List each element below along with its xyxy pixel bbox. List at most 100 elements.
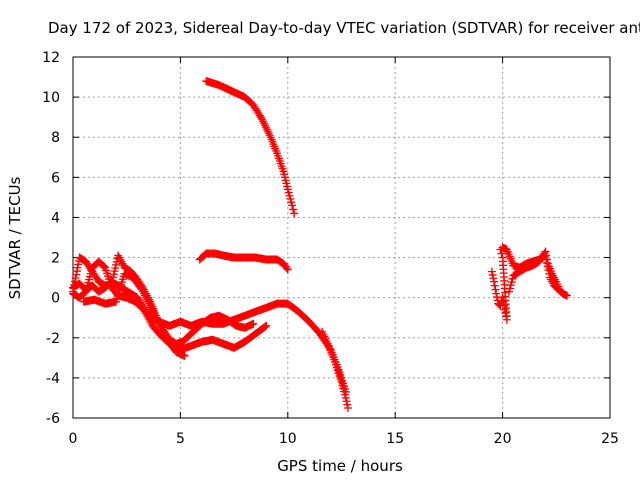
data-point <box>283 265 292 274</box>
data-point <box>259 119 268 128</box>
data-point <box>143 311 152 320</box>
data-point <box>262 321 271 330</box>
data-point <box>146 301 155 310</box>
chart-title: Day 172 of 2023, Sidereal Day-to-day VTE… <box>48 19 640 37</box>
data-point <box>290 209 299 218</box>
axis-ticks: 0 5 10 15 20 25 -6 -4 -2 0 2 4 6 8 10 12 <box>42 50 619 447</box>
data-point <box>154 319 163 328</box>
series-late-drop <box>318 327 352 412</box>
series-early-d <box>79 269 189 360</box>
data-point <box>146 317 155 326</box>
data-point <box>148 305 157 314</box>
data-point <box>490 277 499 286</box>
x-tick-label: 25 <box>601 431 619 447</box>
data-point <box>343 403 352 412</box>
y-tick-label: 8 <box>51 130 60 146</box>
data-point <box>258 115 267 124</box>
data-point <box>263 127 272 136</box>
data-point <box>288 201 297 210</box>
data-point <box>492 292 501 301</box>
grid <box>73 57 610 418</box>
data-point <box>145 299 154 308</box>
data-point <box>492 289 501 298</box>
data-point <box>161 331 170 340</box>
data-point <box>551 275 560 284</box>
data-point <box>80 288 89 297</box>
data-point <box>147 303 156 312</box>
x-tick-label: 10 <box>279 431 297 447</box>
x-tick-label: 0 <box>69 431 78 447</box>
data-point <box>118 259 127 268</box>
x-tick-label: 20 <box>494 431 512 447</box>
data-point <box>489 274 498 283</box>
data-point <box>117 257 126 266</box>
data-point <box>139 289 148 298</box>
data-point <box>153 317 162 326</box>
y-axis-label: SDTVAR / TECUs <box>6 176 24 299</box>
data-point <box>261 123 270 132</box>
data-point <box>142 293 151 302</box>
data-point <box>152 313 161 322</box>
data-point <box>115 253 124 262</box>
series-late-evening <box>487 245 511 324</box>
y-tick-label: 10 <box>42 90 60 106</box>
data-point <box>160 329 169 338</box>
data-point <box>490 281 499 290</box>
data-point <box>487 267 496 276</box>
plot-frame <box>72 56 611 419</box>
data-point <box>497 249 506 258</box>
data-point <box>343 400 352 409</box>
data-point <box>282 264 291 273</box>
data-point <box>341 393 350 402</box>
data-point <box>261 322 270 331</box>
data-point <box>155 321 164 330</box>
y-tick-label: 6 <box>51 170 60 186</box>
data-point <box>180 351 189 360</box>
data-point <box>153 315 162 324</box>
series-high-arc <box>202 77 299 218</box>
data-point <box>100 262 109 271</box>
y-tick-label: 2 <box>51 251 60 267</box>
data-point <box>265 131 274 140</box>
series-mid-track <box>195 249 292 274</box>
data-point <box>488 270 497 279</box>
data-point <box>139 305 148 314</box>
data-point <box>114 251 123 260</box>
y-tick-label: 4 <box>51 210 60 226</box>
y-tick-label: 0 <box>51 291 60 307</box>
x-tick-label: 5 <box>176 431 185 447</box>
data-point <box>550 273 559 282</box>
y-tick-label: -2 <box>46 331 60 347</box>
y-tick-label: -4 <box>46 371 60 387</box>
data-point <box>542 251 551 260</box>
data-point <box>542 255 551 264</box>
series-early-a <box>69 277 350 396</box>
data-point <box>144 297 153 306</box>
data-point <box>289 205 298 214</box>
data-point <box>144 313 153 322</box>
data-point <box>149 307 158 316</box>
data-point <box>498 253 507 262</box>
data-point <box>249 319 258 328</box>
data-point <box>145 315 154 324</box>
data-point <box>493 296 502 305</box>
data-point <box>491 285 500 294</box>
data-point <box>264 129 273 138</box>
data-point <box>138 287 147 296</box>
data-point <box>157 323 166 332</box>
data-points <box>69 77 572 412</box>
data-point <box>158 325 167 334</box>
data-point <box>140 307 149 316</box>
data-point <box>159 327 168 336</box>
data-point <box>143 295 152 304</box>
y-tick-label: 12 <box>42 50 60 66</box>
data-point <box>342 397 351 406</box>
data-point <box>151 311 160 320</box>
data-point <box>260 121 269 130</box>
data-point <box>150 309 159 318</box>
data-point <box>541 247 550 256</box>
y-tick-label: -6 <box>46 411 60 427</box>
